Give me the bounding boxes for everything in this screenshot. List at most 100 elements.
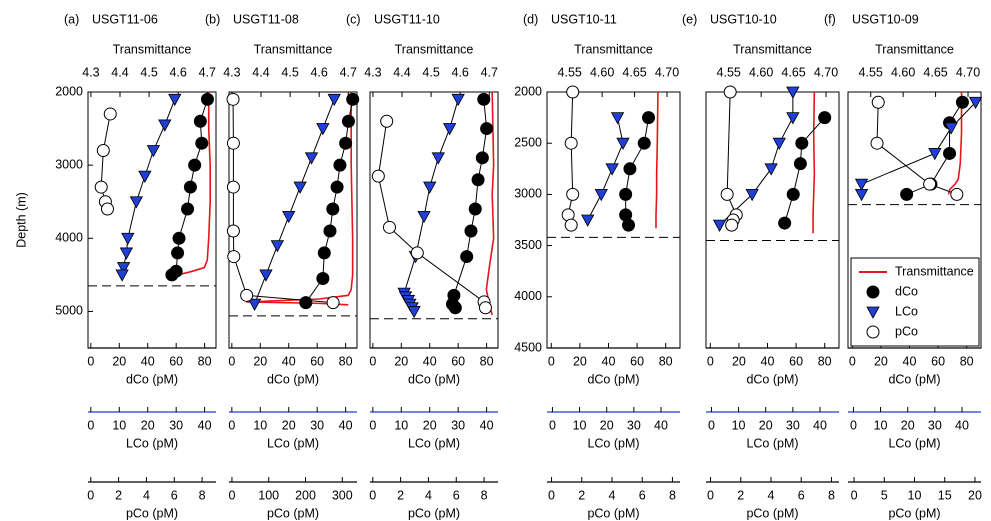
top-axis-title: Transmittance: [875, 42, 954, 56]
triangle-marker: [407, 306, 421, 319]
top-tick-label: 4.4: [252, 65, 269, 79]
panel: (b) USGT11-08 Transmittance 4.3 4.4 4.5 4.6 4.7…: [205, 12, 358, 520]
filled-marker: [330, 180, 344, 194]
bottom-tick-label: 0: [87, 418, 94, 432]
top-axis-title: Transmittance: [395, 42, 474, 56]
panel-title: USGT11-08: [233, 12, 299, 26]
bottom-tick-label: 0: [708, 418, 715, 432]
triangle-marker: [772, 137, 786, 151]
filled-marker: [299, 296, 313, 310]
bottom-tick-label: 20: [901, 418, 915, 432]
open-marker: [866, 325, 880, 339]
bottom-tick-label: 0: [849, 354, 856, 368]
bottom-tick-label: 300: [332, 488, 353, 502]
triangle-marker: [610, 112, 625, 125]
open-marker: [240, 288, 254, 302]
bottom-tick-label: 20: [282, 418, 296, 432]
bottom-tick-label: 0: [707, 488, 714, 502]
bottom-tick-label: 2: [578, 488, 585, 502]
bottom-tick-label: 80: [960, 354, 974, 368]
bottom-tick-label: 40: [282, 354, 296, 368]
top-tick-label: 4.7: [199, 65, 216, 79]
bottom-tick-label: 0: [87, 354, 94, 368]
triangle-marker: [786, 112, 800, 125]
filled-marker: [195, 136, 209, 150]
top-axis-title: Transmittance: [254, 42, 333, 56]
profile-line: [232, 99, 334, 304]
triangle-marker: [745, 188, 759, 202]
triangle-marker: [138, 170, 152, 183]
open-marker: [226, 92, 240, 106]
open-marker: [923, 177, 937, 191]
bottom-tick-label: 20: [423, 418, 437, 432]
filled-marker: [316, 272, 330, 286]
triangle-marker: [417, 210, 431, 224]
bottom-tick-label: 2: [397, 488, 404, 502]
bottom-tick-label: 0: [707, 354, 714, 368]
profile-line: [567, 91, 574, 226]
bottom-tick-label: 4: [768, 488, 775, 502]
filled-marker: [795, 136, 809, 150]
bottom-tick-label: 0: [369, 354, 376, 368]
open-marker: [723, 85, 737, 99]
bottom-tick-label: 40: [339, 418, 353, 432]
bottom-tick-label: 40: [480, 418, 494, 432]
triangle-marker: [115, 269, 129, 282]
panel-title: USGT10-10: [710, 12, 777, 26]
top-tick-label: 4.55: [859, 65, 883, 79]
bottom-axis-title: LCo (pM): [267, 436, 319, 450]
open-marker: [566, 187, 580, 201]
panel: (d) USGT10-11200025003000350040004500Tran…: [514, 12, 681, 520]
filled-marker: [955, 95, 969, 109]
filled-marker: [317, 246, 331, 260]
bottom-tick-label: 10: [112, 418, 126, 432]
bottom-tick-label: 20: [968, 488, 982, 502]
filled-marker: [464, 224, 478, 238]
triangle-marker: [423, 181, 437, 194]
filled-marker: [475, 151, 489, 165]
bottom-axis-title: LCo (pM): [126, 436, 178, 450]
triangle-marker: [581, 214, 595, 227]
open-marker: [564, 218, 578, 232]
open-marker: [725, 218, 739, 232]
panel: (e) USGT10-10 Transmittance 4.55 4.60 4.65 4.7…: [682, 12, 840, 520]
transmittance-line: [812, 91, 816, 234]
bottom-tick-label: 60: [169, 354, 183, 368]
open-marker: [103, 107, 117, 121]
triangle-marker: [451, 93, 465, 107]
bottom-tick-label: 0: [228, 354, 235, 368]
bottom-tick-label: 8: [669, 488, 676, 502]
bottom-tick-label: 20: [573, 354, 587, 368]
filled-marker: [471, 173, 485, 187]
bottom-tick-label: 30: [786, 418, 800, 432]
profile-line: [171, 99, 208, 276]
top-tick-label: 4.5: [281, 65, 298, 79]
bottom-tick-label: 10: [874, 418, 888, 432]
triangle-marker: [316, 123, 330, 136]
bottom-axis-title: LCo (pM): [746, 436, 798, 450]
open-marker: [100, 202, 114, 216]
bottom-tick-label: 100: [258, 488, 279, 502]
panel-title: USGT11-06: [92, 12, 158, 26]
triangle-marker: [854, 188, 869, 202]
panel-label: (b): [205, 12, 220, 26]
y-tick-label: 5000: [55, 304, 83, 318]
open-marker: [410, 246, 424, 260]
panel-title: USGT10-09: [852, 12, 919, 26]
bottom-tick-label: 30: [451, 418, 465, 432]
bottom-tick-label: 60: [630, 354, 644, 368]
triangle-marker: [712, 219, 727, 232]
bottom-axis-title: LCo (pM): [587, 436, 639, 450]
bottom-tick-label: 40: [654, 418, 668, 432]
top-tick-label: 4.5: [140, 65, 157, 79]
bottom-axis-title: dCo (pM): [126, 372, 178, 386]
open-marker: [226, 180, 240, 194]
bottom-tick-label: 6: [171, 488, 178, 502]
bottom-axis-title: pCo (pM): [888, 506, 940, 520]
bottom-tick-label: 20: [732, 354, 746, 368]
bottom-tick-label: 80: [198, 354, 212, 368]
bottom-axis-title: pCo (pM): [746, 506, 798, 520]
legend-label: pCo: [895, 324, 918, 338]
filled-marker: [326, 202, 340, 216]
